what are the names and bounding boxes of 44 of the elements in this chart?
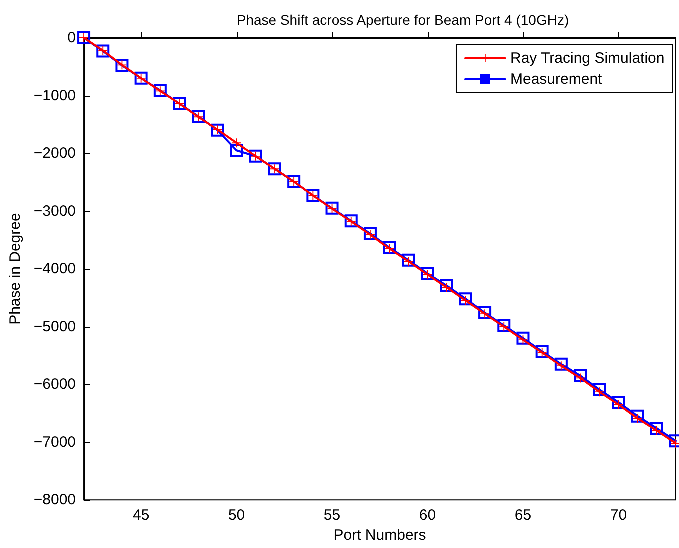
chart-title: Phase Shift across Aperture for Beam Port 4 (10GHz) [236, 12, 570, 28]
point [230, 144, 244, 158]
point [516, 332, 530, 345]
point [459, 292, 472, 306]
point [612, 396, 626, 409]
point [383, 241, 396, 254]
point [421, 267, 434, 280]
point [211, 124, 224, 137]
y-tick-label: 0 [68, 30, 76, 46]
y-axis-title: Phase in Degree [7, 213, 24, 325]
point [536, 345, 549, 358]
x-tick-label: 55 [324, 507, 341, 524]
x-tick-label: 50 [228, 507, 246, 524]
point [116, 59, 129, 72]
y-tick-label: −3000 [34, 202, 76, 220]
x-tick-label: 45 [132, 507, 150, 524]
point [344, 214, 358, 228]
point [96, 44, 110, 58]
point [498, 319, 511, 332]
point [192, 110, 206, 124]
y-tick-label: −4000 [34, 260, 76, 278]
point [154, 84, 167, 98]
y-tick-label: −6000 [34, 376, 76, 394]
point [554, 358, 568, 371]
y-tick-label: −7000 [34, 434, 76, 451]
point [574, 369, 588, 382]
x-tick-label: 65 [514, 507, 532, 524]
x-tick-label: 70 [610, 507, 628, 524]
point [440, 279, 454, 292]
point [593, 383, 606, 396]
point [364, 227, 377, 240]
y-tick-label: −5000 [34, 318, 76, 336]
point [631, 410, 644, 423]
y-tick-label: −8000 [34, 492, 76, 509]
point [326, 202, 339, 215]
point [402, 254, 416, 267]
x-axis-title: Port Numbers [334, 527, 426, 544]
x-tick-label: 60 [419, 507, 436, 524]
legend-label: Measurement [510, 71, 604, 88]
y-tick-label: −2000 [34, 145, 76, 162]
legend-label: Ray Tracing Simulation [510, 50, 665, 67]
point [478, 306, 492, 320]
point [650, 422, 664, 435]
y-tick-label: −1000 [34, 87, 76, 104]
